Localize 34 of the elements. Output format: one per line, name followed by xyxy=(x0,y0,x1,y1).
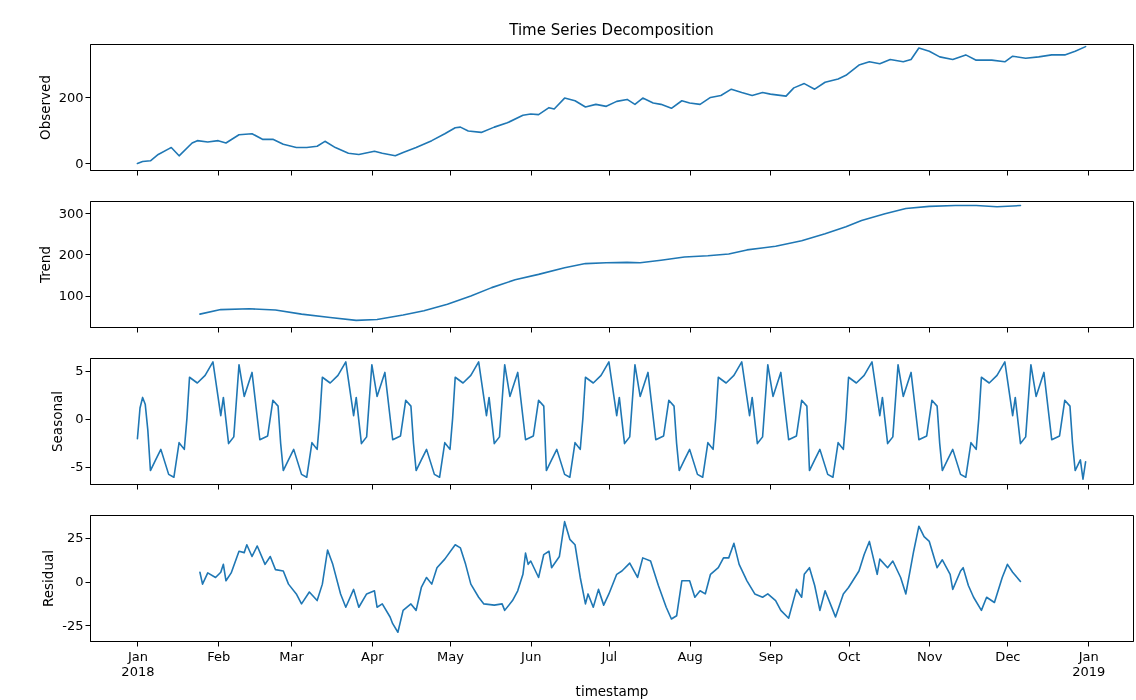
y-tick-label: 25 xyxy=(66,530,84,546)
y-tick-label: 300 xyxy=(58,205,84,221)
y-axis-title: Seasonal xyxy=(48,390,65,453)
y-tick-label: 0 xyxy=(75,574,84,589)
chart-title: Time Series Decomposition xyxy=(508,21,714,39)
x-tick-label: Aug xyxy=(677,648,703,664)
x-tick-label: May xyxy=(437,648,465,664)
y-tick-label: 200 xyxy=(58,89,84,105)
y-tick-label: -25 xyxy=(62,617,84,633)
y-tick-label: 0 xyxy=(75,155,84,171)
x-tick-label: Apr xyxy=(361,648,385,664)
y-axis-title: Residual xyxy=(40,549,57,608)
x-tick-label: Mar xyxy=(279,648,305,664)
y-tick-label: 100 xyxy=(58,288,84,304)
x-tick-label: Dec xyxy=(995,648,1021,664)
x-tick-label: Feb xyxy=(207,648,231,664)
x-tick-label: Sep xyxy=(758,648,784,664)
y-axis-title: Observed xyxy=(36,75,53,140)
line-series xyxy=(199,204,1022,322)
x-tick-label: Jul xyxy=(600,648,618,664)
x-tick-label: Jun xyxy=(520,648,542,664)
y-axis-title: Trend xyxy=(36,246,53,284)
y-tick-label: 5 xyxy=(75,363,84,378)
y-tick-label: 0 xyxy=(75,411,84,427)
line-series xyxy=(199,520,1022,634)
line-series xyxy=(136,45,1087,165)
x-axis-title: timestamp xyxy=(575,682,649,699)
x-tick-label: Nov xyxy=(917,648,943,664)
y-tick-label: -5 xyxy=(70,459,84,475)
line-series xyxy=(136,361,1087,480)
x-tick-label: Jan 2019 xyxy=(1072,648,1106,679)
y-tick-label: 200 xyxy=(58,246,84,262)
x-tick-label: Jan 2018 xyxy=(121,648,155,679)
x-tick-label: Oct xyxy=(837,648,861,664)
